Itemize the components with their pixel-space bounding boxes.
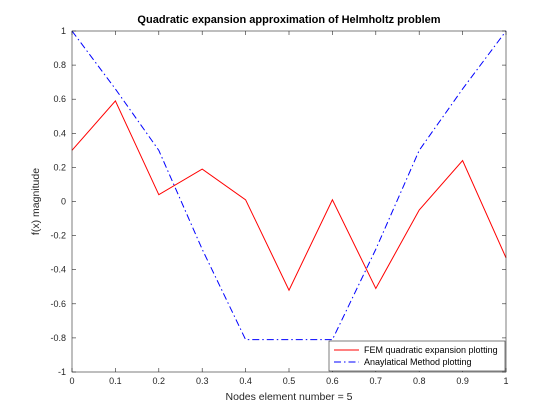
y-tick-label: 1 xyxy=(61,26,66,36)
x-tick-label: 0.9 xyxy=(456,376,469,386)
y-tick-label: 0.2 xyxy=(53,162,66,172)
x-tick-label: 0.3 xyxy=(196,376,209,386)
series-layer xyxy=(71,30,507,341)
y-axis-label: f(x) magnitude xyxy=(30,168,42,235)
x-tick-label: 0.1 xyxy=(109,376,122,386)
series-line-2 xyxy=(71,30,507,341)
y-tick-label: -0.6 xyxy=(50,299,66,309)
y-tick-label: 0.6 xyxy=(53,94,66,104)
x-tick-label: 0.8 xyxy=(413,376,426,386)
chart-title: Quadratic expansion approximation of Hel… xyxy=(137,14,440,26)
y-tick-label: -0.4 xyxy=(50,265,66,275)
series-line-1 xyxy=(71,100,507,292)
x-tick-label: 0.7 xyxy=(370,376,383,386)
x-tick-label: 1 xyxy=(503,376,508,386)
x-tick-label: 0.4 xyxy=(239,376,252,386)
y-tick-label: -1 xyxy=(58,367,66,377)
y-tick-label: 0.4 xyxy=(53,128,66,138)
x-axis-label: Nodes element number = 5 xyxy=(226,391,353,403)
legend: FEM quadratic expansion plotting Anaylati… xyxy=(328,340,506,372)
plot-area xyxy=(72,31,506,372)
y-tick-label: 0.8 xyxy=(53,60,66,70)
legend-label-2: Anaylatical Method plotting xyxy=(364,357,472,367)
x-tick-label: 0.2 xyxy=(153,376,166,386)
legend-box xyxy=(328,340,506,372)
y-tick-label: -0.8 xyxy=(50,333,66,343)
legend-label-1: FEM quadratic expansion plotting xyxy=(364,345,498,355)
y-tick-label: -0.2 xyxy=(50,231,66,241)
x-tick-label: 0.6 xyxy=(326,376,339,386)
x-tick-label: 0 xyxy=(69,376,74,386)
x-tick-label: 0.5 xyxy=(283,376,296,386)
y-tick-label: 0 xyxy=(61,197,66,207)
